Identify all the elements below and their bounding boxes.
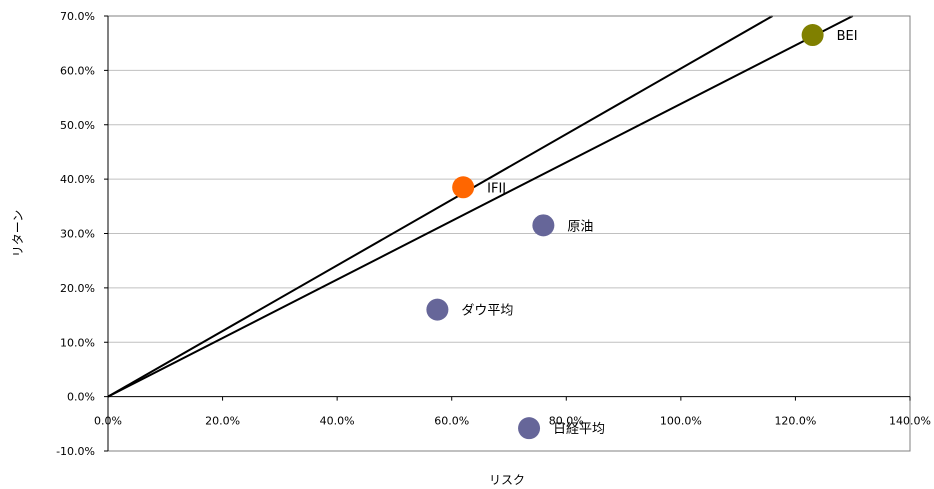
y-tick-label: -10.0%	[56, 445, 95, 458]
y-axis-label: リターン	[11, 210, 25, 257]
data-point	[801, 24, 824, 47]
data-point-label: 原油	[567, 219, 593, 234]
x-tick-label: 40.0%	[320, 415, 355, 428]
data-point	[518, 417, 541, 440]
trend-line	[107, 15, 854, 398]
data-point-label: ダウ平均	[461, 304, 513, 319]
x-tick-label: 60.0%	[434, 415, 469, 428]
y-tick-label: 20.0%	[60, 282, 95, 295]
axis-ticks: -10.0% 0.0% 10.0% 20.0% 30.0% 40.0% 50.0% 60.0%…	[56, 10, 931, 458]
x-tick-label: 80.0%	[549, 415, 584, 428]
y-tick-label: 40.0%	[60, 173, 95, 186]
y-tick-label: 30.0%	[60, 228, 95, 241]
data-point	[532, 214, 555, 237]
data-point-label: 日経平均	[553, 422, 605, 437]
trend-lines	[107, 15, 854, 398]
data-point	[452, 176, 475, 199]
grid-lines	[108, 69, 910, 343]
x-tick-label: 140.0%	[889, 415, 931, 428]
y-tick-label: 0.0%	[67, 391, 95, 404]
y-tick-label: 60.0%	[60, 64, 95, 77]
x-tick-label: 20.0%	[205, 415, 240, 428]
x-tick-label: 100.0%	[660, 415, 702, 428]
trend-line	[107, 15, 774, 398]
x-tick-label: 0.0%	[94, 415, 122, 428]
y-tick-label: 70.0%	[60, 10, 95, 23]
x-tick-label: 120.0%	[774, 415, 816, 428]
y-tick-label: 50.0%	[60, 119, 95, 132]
data-point-label: IFIJ	[487, 181, 506, 196]
data-point	[426, 298, 449, 321]
x-axis-label: リスク	[489, 473, 525, 487]
y-tick-label: 10.0%	[60, 336, 95, 349]
data-point-label: BEI	[837, 29, 858, 44]
